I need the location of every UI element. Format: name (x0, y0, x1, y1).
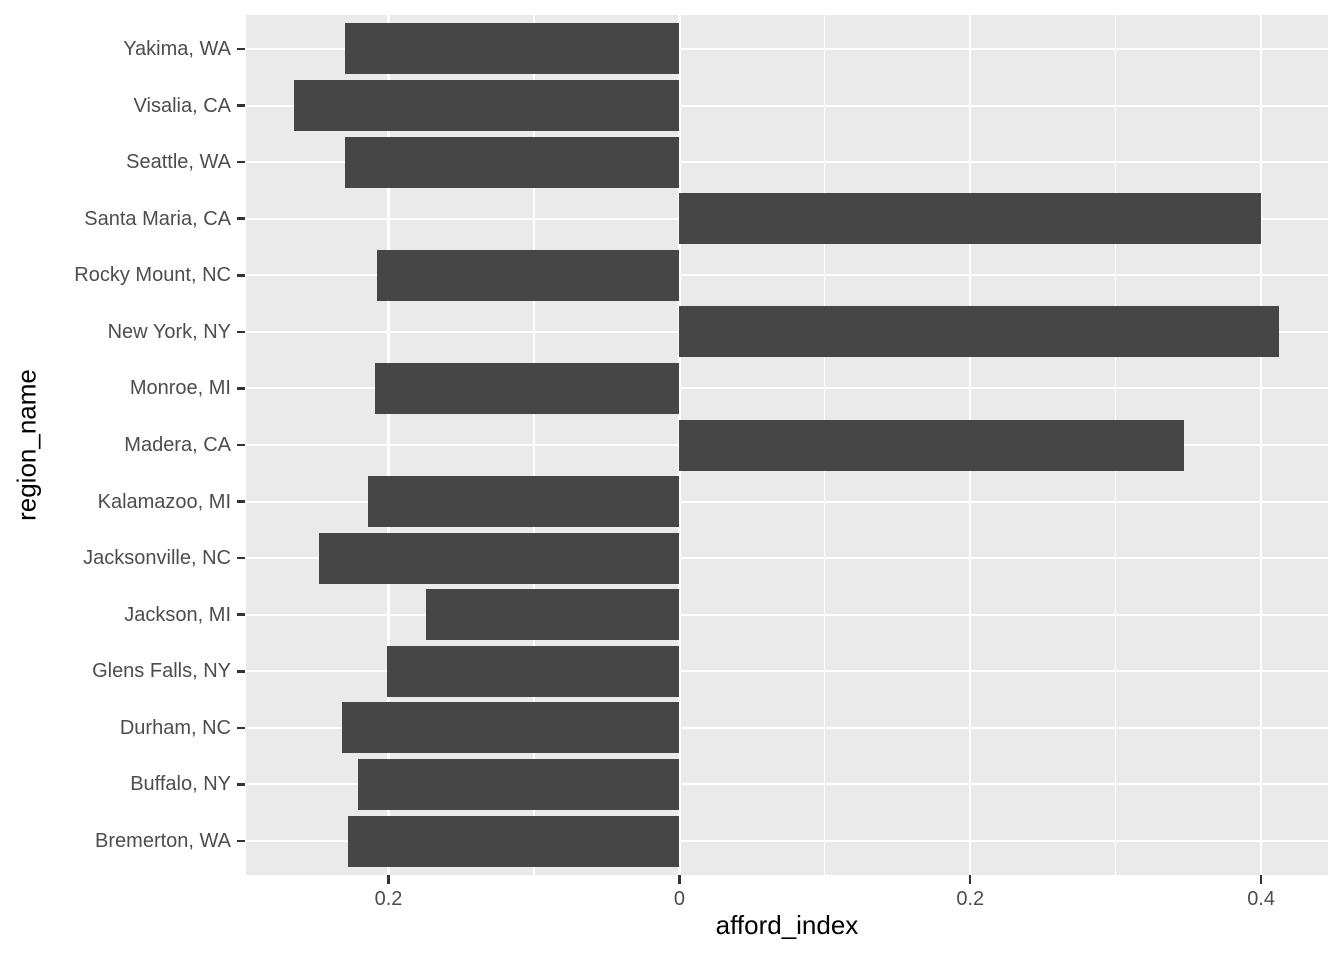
y-axis-label: Buffalo, NY (130, 773, 231, 796)
x-axis-label: 0 (673, 888, 685, 910)
y-axis-label: New York, NY (107, 320, 231, 343)
y-tick-mark (236, 783, 245, 786)
y-tick-mark (236, 726, 245, 730)
y-axis-label: Rocky Mount, NC (74, 264, 231, 287)
x-tick-mark (1259, 875, 1263, 884)
bar (318, 532, 680, 584)
bar (368, 476, 680, 528)
bar (357, 758, 680, 810)
y-tick-mark (236, 443, 245, 447)
x-tick-mark (387, 875, 390, 884)
y-tick-mark (236, 47, 245, 51)
major-gridline-y (246, 783, 1328, 786)
y-axis-title-text: region_name (11, 369, 42, 521)
y-tick-mark (236, 274, 245, 277)
bar (376, 249, 680, 301)
y-axis-label: Jacksonville, NC (83, 547, 231, 570)
y-axis-label: Kalamazoo, MI (97, 490, 231, 513)
y-axis-label: Seattle, WA (126, 151, 231, 174)
y-axis-label: Yakima, WA (123, 37, 231, 60)
x-tick-mark (968, 875, 972, 884)
y-tick-mark (236, 613, 245, 616)
bar (293, 80, 680, 132)
y-axis-label: Santa Maria, CA (84, 207, 231, 230)
major-gridline-y (246, 670, 1328, 673)
major-gridline-y (246, 274, 1328, 277)
y-axis-label: Madera, CA (124, 434, 231, 456)
y-axis-label: Bremerton, WA (95, 830, 231, 853)
y-axis-label: Glens Falls, NY (92, 660, 231, 683)
major-gridline-y (246, 47, 1328, 50)
y-axis-label: Jackson, MI (124, 603, 231, 626)
bar (387, 645, 680, 697)
x-axis-label: 0.2 (374, 888, 403, 910)
y-tick-mark (236, 104, 245, 107)
bar (375, 362, 680, 414)
major-gridline-y (246, 557, 1328, 560)
chart-panel (246, 15, 1328, 875)
major-gridline-y (246, 726, 1328, 729)
y-tick-mark (236, 500, 245, 503)
major-gridline-y (246, 161, 1328, 164)
y-tick-mark (236, 839, 245, 843)
y-axis-label: Monroe, MI (129, 377, 231, 400)
y-tick-mark (236, 160, 245, 164)
bar (679, 193, 1262, 245)
major-gridline-y (246, 104, 1328, 107)
bar (679, 306, 1279, 358)
bar (679, 419, 1185, 471)
y-axis-label: Durham, NC (119, 716, 231, 739)
major-gridline-y (246, 387, 1328, 390)
x-axis-label: 0.4 (1247, 888, 1275, 910)
y-tick-mark (236, 387, 245, 390)
bar (347, 815, 680, 867)
x-axis-label: 0.2 (956, 888, 985, 910)
major-gridline-y (246, 840, 1328, 843)
x-axis-title: afford_index (715, 910, 859, 940)
y-tick-mark (236, 556, 245, 560)
y-tick-mark (236, 670, 245, 673)
bar (344, 136, 680, 188)
bar (341, 702, 680, 754)
bar (344, 23, 680, 75)
x-tick-mark (678, 875, 681, 884)
y-tick-mark (236, 330, 245, 334)
y-axis-label: Visalia, CA (133, 94, 231, 117)
major-gridline-y (246, 613, 1328, 616)
bar (426, 589, 680, 641)
major-gridline-y (246, 500, 1328, 503)
y-tick-mark (236, 217, 245, 220)
